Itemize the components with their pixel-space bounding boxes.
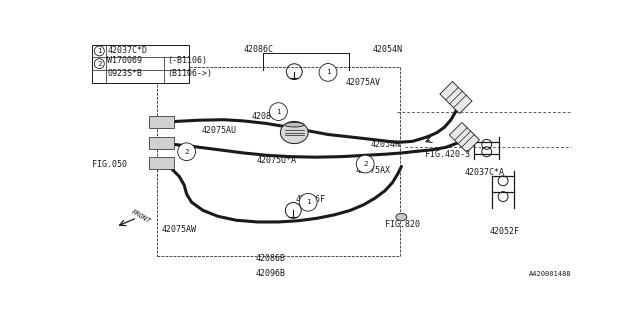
- Text: 42075AV: 42075AV: [346, 78, 380, 87]
- Text: (-B1106): (-B1106): [167, 56, 207, 65]
- Text: 1: 1: [326, 69, 330, 76]
- Ellipse shape: [300, 193, 317, 211]
- Text: 0923S*B: 0923S*B: [108, 69, 142, 78]
- Ellipse shape: [280, 121, 308, 144]
- Polygon shape: [150, 157, 174, 169]
- Text: 1: 1: [306, 199, 310, 205]
- Text: 42075AW: 42075AW: [161, 225, 196, 234]
- Ellipse shape: [396, 213, 407, 221]
- Ellipse shape: [269, 103, 287, 120]
- Text: 42075AU: 42075AU: [202, 126, 237, 135]
- Text: 2: 2: [97, 61, 102, 67]
- Ellipse shape: [285, 123, 304, 127]
- Polygon shape: [150, 137, 174, 149]
- Text: 42054N: 42054N: [372, 45, 403, 54]
- Ellipse shape: [356, 155, 374, 173]
- Polygon shape: [440, 82, 472, 114]
- Text: 1: 1: [276, 108, 281, 115]
- Text: W170069: W170069: [108, 56, 142, 65]
- Polygon shape: [92, 44, 189, 83]
- Text: 2: 2: [363, 161, 367, 167]
- Text: 42086B: 42086B: [256, 254, 286, 263]
- Text: FIG.050: FIG.050: [92, 160, 127, 169]
- Ellipse shape: [94, 59, 104, 68]
- Ellipse shape: [319, 64, 337, 81]
- Text: 2: 2: [184, 149, 189, 155]
- Text: 1: 1: [97, 48, 102, 54]
- Ellipse shape: [178, 143, 196, 161]
- Text: 42096B: 42096B: [256, 269, 286, 278]
- Text: 42086E: 42086E: [251, 111, 281, 121]
- Text: 42037C*D: 42037C*D: [108, 46, 147, 55]
- Ellipse shape: [94, 46, 104, 56]
- Text: A420001488: A420001488: [529, 271, 571, 277]
- Text: FIG.420-3: FIG.420-3: [425, 150, 470, 159]
- Text: 42086C: 42086C: [244, 45, 273, 54]
- Polygon shape: [449, 123, 479, 152]
- Text: (B1106->): (B1106->): [167, 69, 212, 78]
- Text: 42052F: 42052F: [489, 227, 519, 236]
- Text: FIG.820: FIG.820: [385, 220, 420, 229]
- Text: 42086F: 42086F: [296, 195, 326, 204]
- Text: 42054N: 42054N: [370, 140, 400, 149]
- Polygon shape: [150, 116, 174, 128]
- Text: 42075AX: 42075AX: [355, 166, 390, 175]
- Text: 42037C*A: 42037C*A: [465, 168, 504, 177]
- Text: 42075U*A: 42075U*A: [256, 156, 296, 165]
- Text: FRONT: FRONT: [131, 209, 152, 225]
